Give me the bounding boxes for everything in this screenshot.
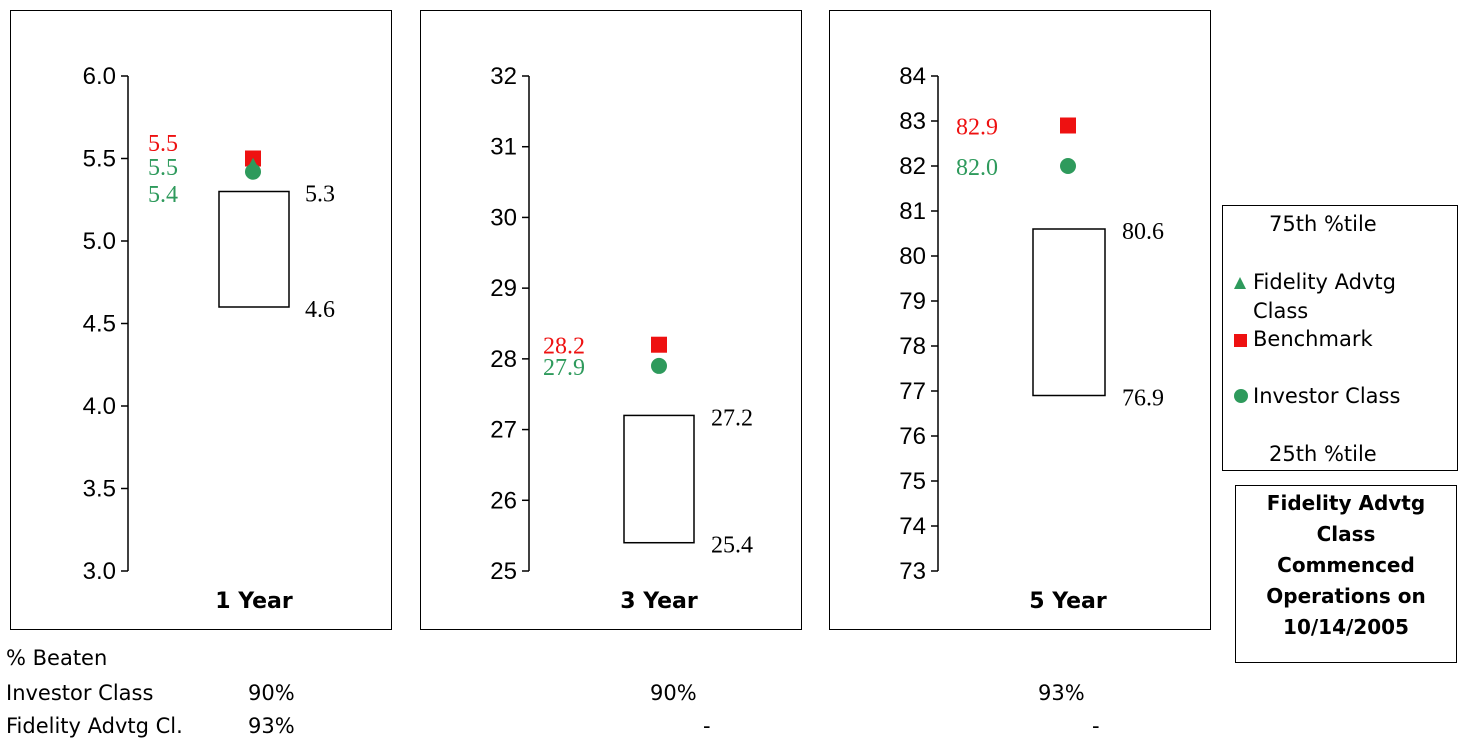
legend-75th-percentile: 75th %tile	[1269, 210, 1453, 239]
y-tick-label: 25	[490, 558, 517, 585]
x-axis-label: 3 Year	[620, 589, 698, 614]
legend-fidelity-line1: Fidelity Advtg	[1253, 270, 1396, 294]
y-tick-label: 81	[899, 198, 926, 225]
chart-panel-3-year: 25 26 27 28 29 30 31 32 27.2 25.4 28.2 27.9 3 Year	[420, 10, 802, 630]
legend-25th-label: 25th %tile	[1269, 442, 1377, 466]
y-tick-label: 26	[490, 487, 517, 514]
percentile-75-label: 27.2	[711, 405, 753, 431]
note-line-4: Operations on	[1266, 584, 1426, 608]
y-tick-label: 82	[899, 153, 926, 180]
y-tick-label: 79	[899, 288, 926, 315]
percentile-25-label: 25.4	[711, 533, 753, 559]
chart-1-year: 3.03.54.04.55.05.56.05.34.65.55.55.41 Ye…	[83, 63, 335, 614]
percentile-75-label: 80.6	[1122, 219, 1164, 245]
y-tick-label: 4.5	[83, 311, 116, 338]
legend-investor-label: Investor Class	[1253, 384, 1401, 408]
legend-investor-class: Investor Class	[1233, 382, 1453, 412]
benchmark-value-label: 82.9	[956, 115, 998, 141]
note-line-2: Class	[1316, 522, 1376, 546]
x-axis-label: 5 Year	[1029, 589, 1107, 614]
y-tick-label: 78	[899, 333, 926, 360]
percentile-box	[1032, 228, 1106, 397]
beaten-investor-1yr: 90%	[248, 681, 295, 705]
y-tick-label: 3.0	[83, 558, 116, 585]
square-icon	[1233, 326, 1249, 355]
investor-marker	[245, 163, 261, 180]
legend-fidelity-advtg: Fidelity Advtg Class	[1233, 268, 1453, 326]
chart-panel-5-year: 73 74 75 76 77 78 79 80 81 82 83 84 80.6 76.9 82.9 82.0…	[829, 10, 1211, 630]
investor-marker	[1060, 158, 1076, 174]
benchmark-value-label: 5.5	[148, 131, 178, 157]
circle-icon	[1233, 383, 1249, 412]
y-tick-label: 5.0	[83, 228, 116, 255]
y-tick-label: 84	[899, 63, 926, 90]
legend: 75th %tile Fidelity Advtg Class Benchmark…	[1222, 205, 1458, 471]
investor-value-label: 5.4	[148, 182, 178, 208]
beaten-fidelity-1yr: 93%	[248, 714, 295, 738]
investor-marker	[651, 357, 667, 374]
note-line-3: Commenced	[1277, 553, 1415, 577]
x-axis-label: 1 Year	[215, 589, 293, 614]
y-tick-label: 6.0	[83, 63, 116, 90]
beaten-investor-5yr: 93%	[1038, 681, 1085, 705]
note-line-1: Fidelity Advtg	[1266, 491, 1426, 515]
y-tick-label: 5.5	[83, 146, 116, 173]
note-line-5: 10/14/2005	[1283, 615, 1409, 639]
y-tick-label: 76	[899, 423, 926, 450]
legend-fidelity-line2: Class	[1253, 299, 1309, 323]
y-tick-label: 31	[490, 134, 517, 161]
y-tick-label: 3.5	[83, 476, 116, 503]
y-tick-label: 28	[490, 346, 517, 373]
y-tick-label: 32	[490, 63, 517, 90]
y-tick-label: 74	[899, 513, 926, 540]
beaten-heading: % Beaten	[6, 646, 108, 670]
beaten-fidelity-3yr: -	[703, 714, 711, 738]
percentile-box	[623, 414, 695, 544]
legend-benchmark: Benchmark	[1233, 325, 1453, 355]
triangle-icon	[1233, 269, 1249, 298]
chart-panel-1-year: 3.0 3.5 4.0 4.5 5.0 5.5 6.0 5.3 4.6 5.5 5.5 5.4 1 Ye…	[10, 10, 392, 630]
legend-25th-percentile: 25th %tile	[1269, 440, 1453, 469]
y-tick-label: 4.0	[83, 393, 116, 420]
beaten-fidelity-label: Fidelity Advtg Cl.	[6, 714, 183, 738]
chart-5-year: 73 74 75 76 77 78 79 80 81 82 83 84 80.6 76.9 82.9 82.0…	[899, 63, 1164, 614]
y-tick-label: 73	[899, 558, 926, 585]
percentile-box	[218, 190, 290, 308]
y-tick-label: 80	[899, 243, 926, 270]
y-tick-label: 75	[899, 468, 926, 495]
investor-value-label: 27.9	[543, 355, 585, 381]
chart-3-year: 25 26 27 28 29 30 31 32 27.2 25.4 28.227.9 3 Year	[490, 63, 753, 614]
inception-note: Fidelity Advtg Class Commenced Operation…	[1235, 485, 1457, 663]
y-tick-label: 29	[490, 275, 517, 302]
y-tick-label: 83	[899, 108, 926, 135]
y-tick-label: 77	[899, 378, 926, 405]
legend-75th-label: 75th %tile	[1269, 212, 1377, 236]
benchmark-marker	[651, 336, 667, 353]
y-tick-label: 27	[490, 417, 517, 444]
benchmark-value-label: 28.2	[543, 334, 585, 360]
beaten-fidelity-5yr: -	[1092, 714, 1100, 738]
beaten-investor-label: Investor Class	[6, 681, 154, 705]
percentile-25-label: 4.6	[305, 297, 335, 323]
percentile-75-label: 5.3	[305, 182, 335, 208]
investor-value-label: 82.0	[956, 155, 998, 181]
y-tick-label: 30	[490, 204, 517, 231]
legend-benchmark-label: Benchmark	[1253, 327, 1373, 351]
fidelity-advtg-value-label: 5.5	[148, 155, 178, 181]
beaten-investor-3yr: 90%	[650, 681, 697, 705]
benchmark-marker	[1060, 117, 1076, 134]
percentile-25-label: 76.9	[1122, 386, 1164, 412]
